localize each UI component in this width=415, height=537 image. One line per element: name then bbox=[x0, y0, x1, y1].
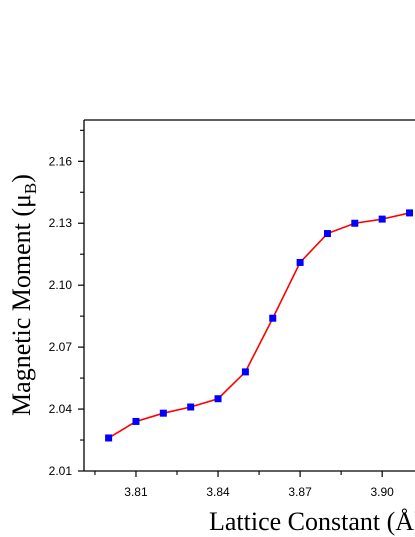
x-tick-label: 3.81 bbox=[124, 485, 148, 499]
data-point bbox=[351, 219, 359, 227]
y-tick-label: 2.13 bbox=[49, 216, 73, 230]
data-point bbox=[132, 417, 140, 425]
series-line bbox=[108, 212, 410, 439]
data-point bbox=[269, 314, 277, 322]
y-axis-title: Magnetic Moment (μB) bbox=[7, 174, 40, 416]
axes bbox=[83, 119, 415, 472]
data-point bbox=[214, 395, 222, 403]
data-point bbox=[187, 403, 195, 411]
x-tick-label: 3.87 bbox=[288, 485, 312, 499]
data-point bbox=[105, 434, 113, 442]
data-point bbox=[323, 230, 331, 238]
x-ticks: 3.81 3.84 3.87 3.90 bbox=[94, 471, 394, 499]
y-tick-label: 2.10 bbox=[49, 278, 73, 292]
y-axis-title-subscript: B bbox=[21, 183, 40, 194]
data-point bbox=[406, 209, 414, 217]
y-tick-label: 2.01 bbox=[49, 464, 73, 478]
y-tick-label: 2.16 bbox=[49, 154, 73, 168]
data-point bbox=[378, 215, 386, 223]
data-point bbox=[296, 258, 304, 266]
x-tick-label: 3.90 bbox=[370, 485, 394, 499]
data-point bbox=[241, 368, 249, 376]
data-point bbox=[159, 409, 167, 417]
x-axis-title: Lattice Constant (Å) bbox=[209, 507, 415, 536]
y-tick-label: 2.07 bbox=[49, 340, 73, 354]
data-series bbox=[105, 209, 414, 442]
y-tick-label: 2.04 bbox=[49, 402, 73, 416]
y-axis-title-main: Magnetic Moment (μ bbox=[7, 194, 36, 416]
y-ticks: 2.01 2.04 2.07 2.10 2.13 2.16 bbox=[49, 129, 84, 478]
y-axis-title-close: ) bbox=[7, 174, 36, 183]
x-tick-label: 3.84 bbox=[206, 485, 230, 499]
